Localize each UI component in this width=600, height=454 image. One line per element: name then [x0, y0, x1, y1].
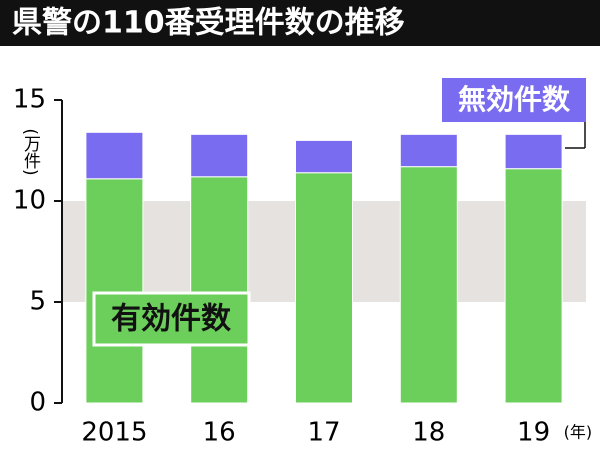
series-label: 有効件数 — [111, 302, 232, 337]
bar — [504, 168, 563, 404]
y-tick-label: 15 — [13, 85, 46, 115]
y-tick-label: 10 — [13, 186, 46, 216]
x-tick-label: 19 — [517, 418, 550, 448]
bar — [295, 172, 353, 404]
bar — [85, 131, 144, 180]
series-label: 無効件数 — [458, 83, 571, 116]
x-tick-label: 18 — [412, 418, 445, 448]
chart-title: 県警の110番受理件数の推移 — [12, 6, 405, 41]
x-unit-label: (年) — [564, 423, 593, 442]
bar — [399, 133, 458, 168]
series-label-box — [442, 78, 586, 122]
series-label-box — [92, 291, 251, 347]
title-bar — [0, 0, 600, 46]
bar — [399, 166, 458, 404]
bar — [190, 176, 249, 404]
bar — [504, 133, 563, 170]
y-tick-label: 5 — [29, 287, 46, 317]
y-tick-label: 0 — [29, 388, 46, 418]
x-tick-label: 17 — [307, 418, 340, 448]
x-tick-label: 2015 — [81, 418, 147, 448]
y-unit-label: (万件) — [20, 128, 41, 175]
bar — [295, 139, 353, 174]
bar — [190, 133, 249, 178]
x-tick-label: 16 — [203, 418, 236, 448]
bar — [85, 178, 144, 404]
